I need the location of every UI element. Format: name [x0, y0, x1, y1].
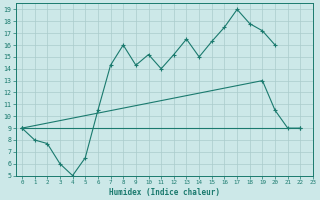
X-axis label: Humidex (Indice chaleur): Humidex (Indice chaleur) — [109, 188, 220, 197]
